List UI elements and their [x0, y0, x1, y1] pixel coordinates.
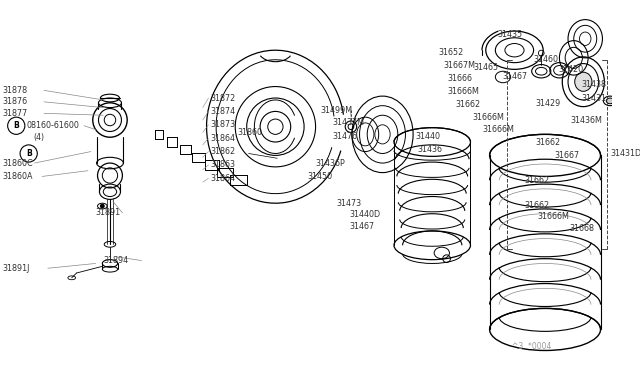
Text: 31460: 31460: [534, 55, 559, 64]
Text: 31436P: 31436P: [316, 158, 346, 167]
Text: 31431D: 31431D: [610, 149, 640, 158]
Text: 31863: 31863: [211, 160, 236, 170]
Text: 31652: 31652: [438, 48, 463, 57]
Text: 31667: 31667: [555, 151, 580, 160]
Text: 31465: 31465: [474, 63, 499, 72]
Text: 31662: 31662: [524, 201, 549, 210]
Text: 31431: 31431: [581, 93, 607, 103]
Text: 31666M: 31666M: [538, 212, 570, 221]
Text: 31666: 31666: [447, 74, 472, 83]
Text: 31440D: 31440D: [349, 210, 380, 219]
Text: 31467: 31467: [502, 73, 527, 81]
Circle shape: [100, 204, 104, 208]
Text: 31862: 31862: [211, 147, 236, 156]
Text: 31420: 31420: [559, 65, 584, 74]
Text: 31467: 31467: [349, 222, 374, 231]
Text: 31662: 31662: [524, 176, 549, 185]
Text: 08160-61600: 08160-61600: [27, 121, 79, 130]
Text: 31891: 31891: [95, 208, 121, 217]
Text: 31860C: 31860C: [3, 158, 33, 167]
Text: 31662: 31662: [455, 100, 480, 109]
Text: 31436M: 31436M: [570, 116, 602, 125]
Text: 31473: 31473: [337, 199, 362, 208]
Text: 31860: 31860: [237, 128, 262, 137]
Text: 31891J: 31891J: [3, 264, 30, 273]
Text: B: B: [13, 121, 19, 130]
Text: 31667M: 31667M: [444, 61, 476, 70]
Text: 31894: 31894: [103, 256, 129, 265]
Text: 31864: 31864: [211, 174, 236, 183]
Text: (4): (4): [33, 133, 45, 142]
Text: 31668: 31668: [569, 224, 594, 232]
Text: 31435: 31435: [497, 31, 522, 39]
Text: 31438: 31438: [581, 80, 607, 89]
Text: 31874: 31874: [211, 107, 236, 116]
Text: 31666M: 31666M: [482, 125, 514, 134]
Ellipse shape: [606, 98, 614, 104]
Text: 31878: 31878: [3, 86, 28, 95]
Text: 31662: 31662: [536, 138, 561, 147]
Text: 31872: 31872: [211, 93, 236, 103]
Text: 31429: 31429: [536, 99, 561, 108]
Text: 31450: 31450: [308, 172, 333, 181]
Text: ^3  *0004: ^3 *0004: [511, 342, 551, 351]
Text: 31440: 31440: [415, 132, 440, 141]
Text: 31437M: 31437M: [333, 118, 365, 127]
Text: 31476: 31476: [333, 132, 358, 141]
Text: 31436: 31436: [417, 145, 442, 154]
Text: B: B: [26, 149, 31, 158]
Text: 31860A: 31860A: [3, 172, 33, 181]
Text: 31864: 31864: [211, 134, 236, 143]
Text: 31666M: 31666M: [472, 113, 504, 122]
Text: 31876: 31876: [3, 97, 28, 106]
Ellipse shape: [575, 72, 592, 92]
Text: 31873: 31873: [211, 120, 236, 129]
Text: 31666M: 31666M: [447, 87, 479, 96]
Text: 31499M: 31499M: [321, 106, 353, 115]
Text: 31877: 31877: [3, 109, 28, 118]
